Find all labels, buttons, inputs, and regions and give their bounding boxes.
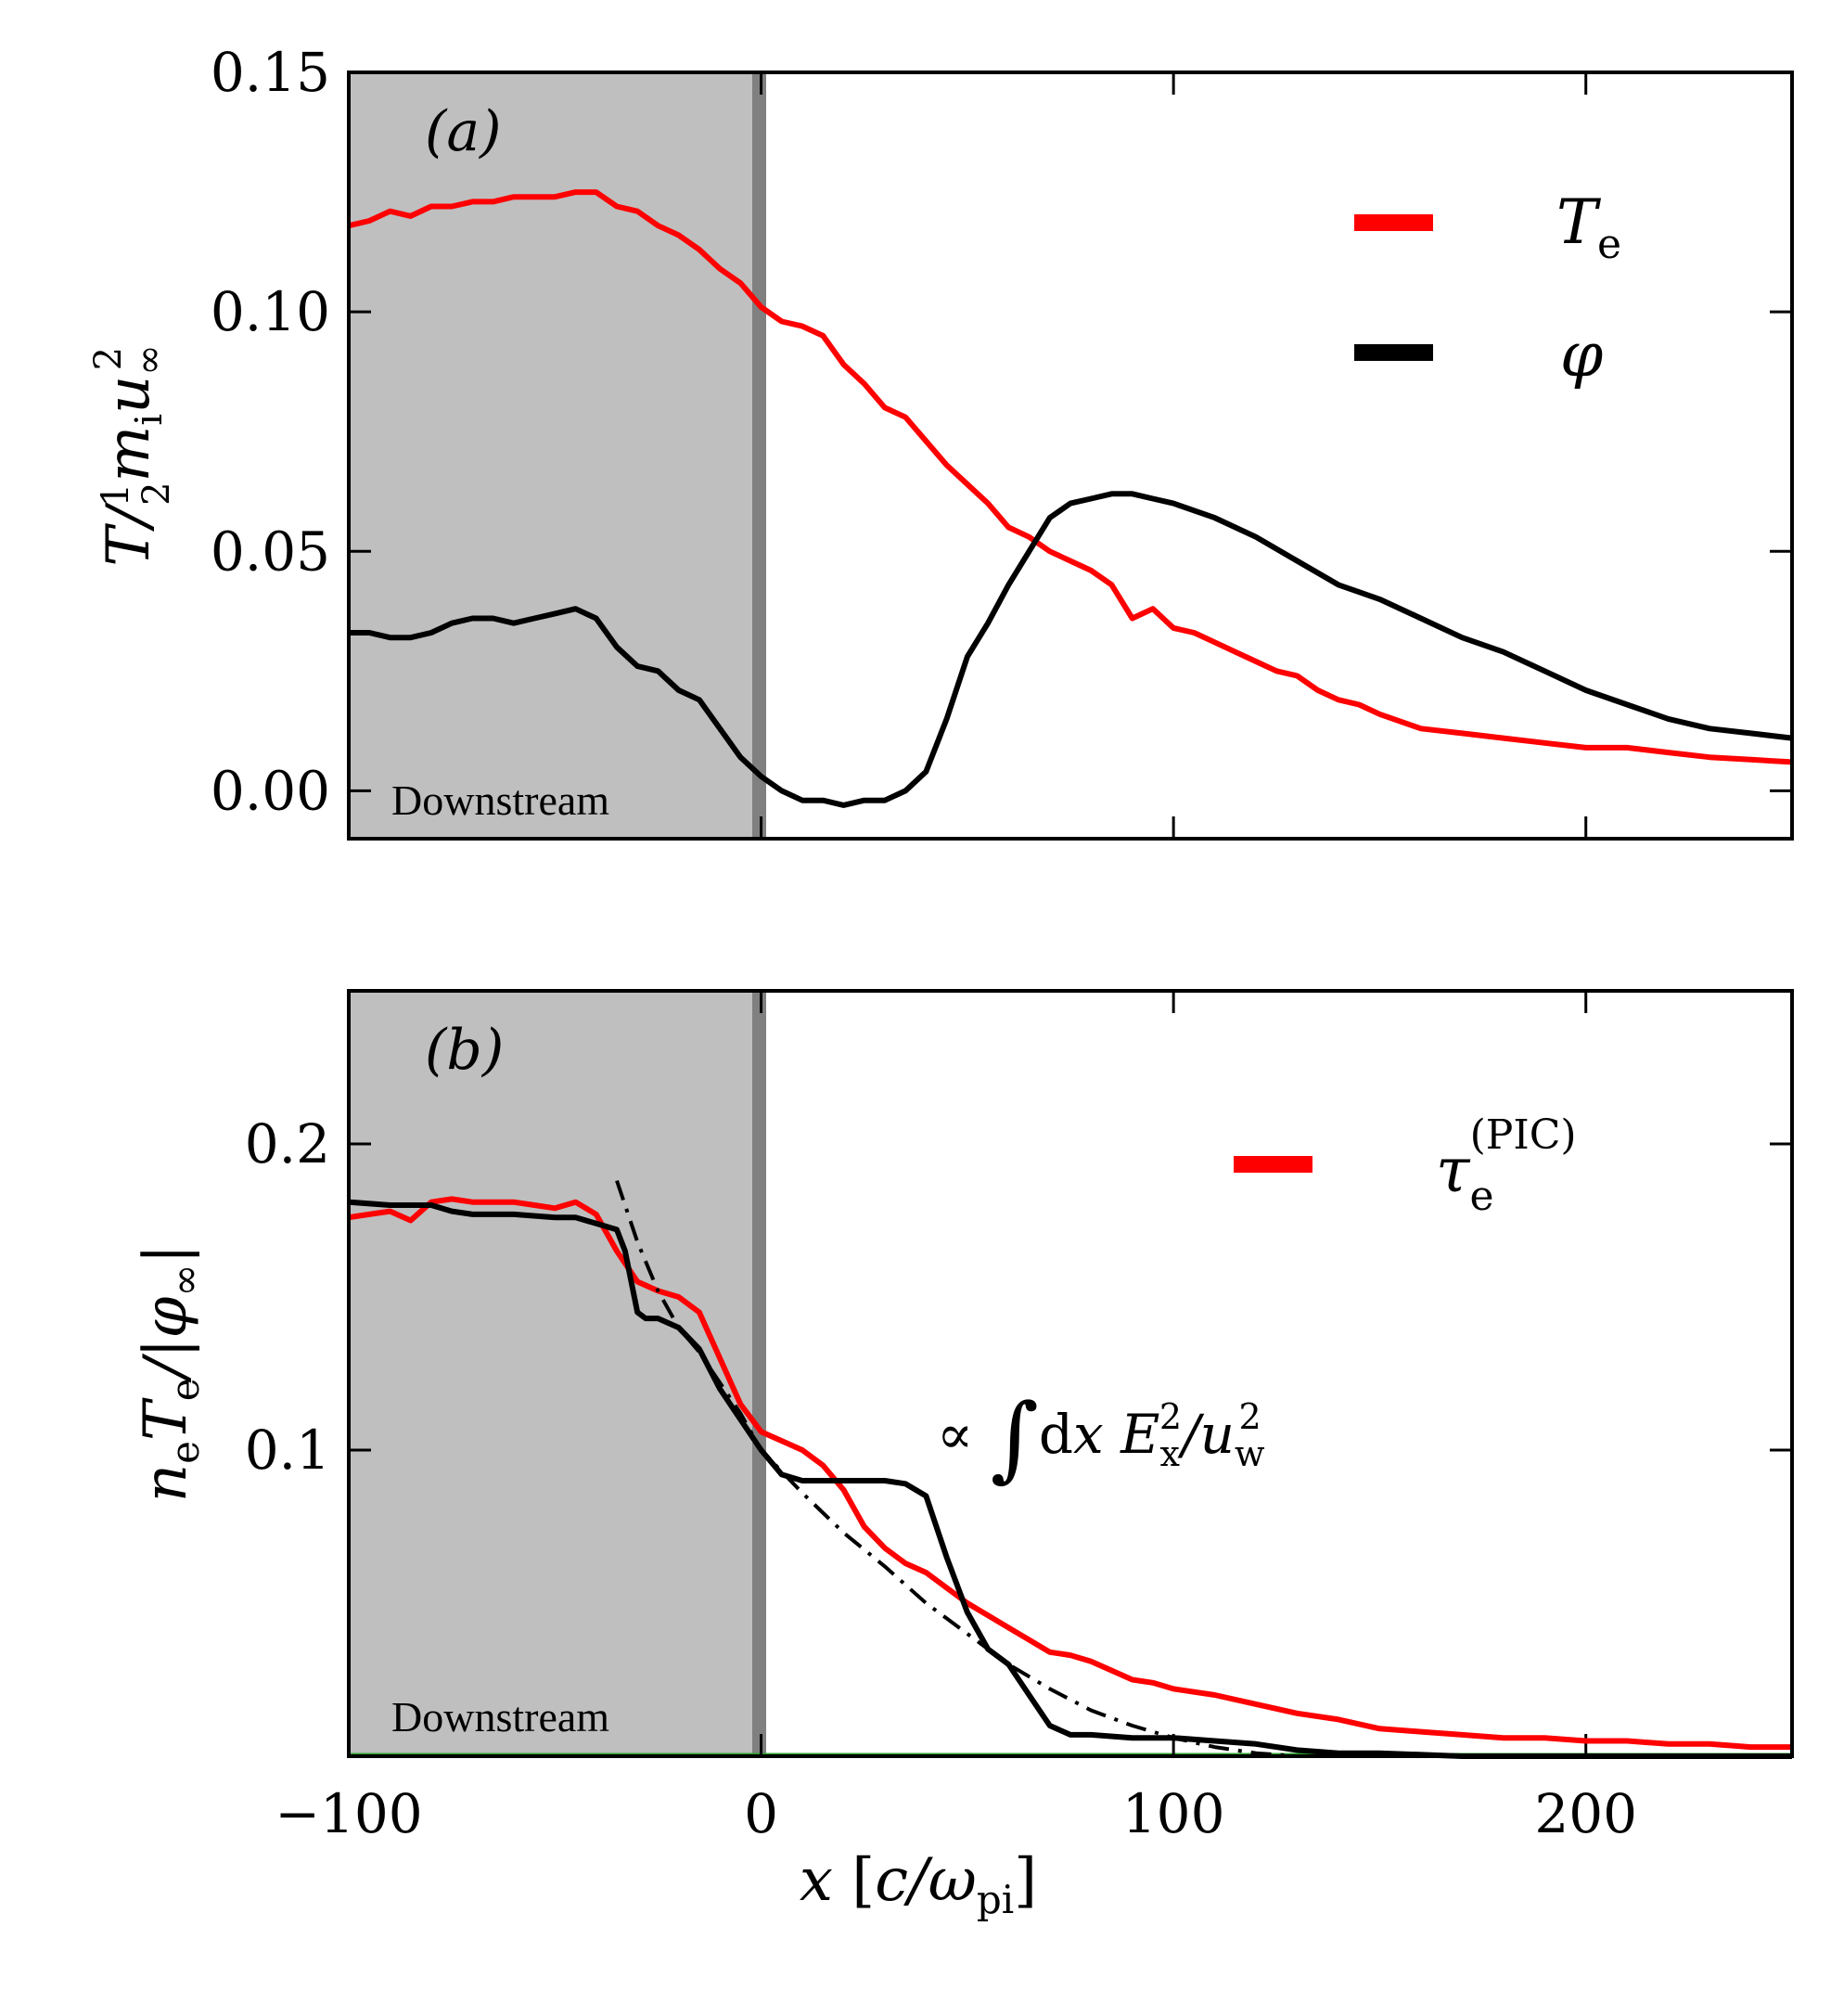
panel-a-series-line-1 bbox=[349, 491, 1793, 808]
panel-a-y-tick-label: 0.05 bbox=[211, 520, 330, 583]
panel-b-ylabel: neTe/|φ∞| bbox=[132, 1244, 208, 1502]
x-tick-label: 100 bbox=[1122, 1782, 1225, 1845]
panel-b-legend: τe(PIC) bbox=[1234, 1111, 1577, 1220]
panel-a-ylabel: T/12miu∞2 bbox=[87, 344, 178, 566]
panel-a-y-tick-label: 0.15 bbox=[211, 41, 330, 104]
panel-b-series-line-2 bbox=[615, 1179, 1298, 1758]
panel-a-ticks: 0.00 0.05 0.10 0.15 bbox=[211, 41, 1792, 839]
x-axis-label: x [c/ωpi] bbox=[800, 1846, 1037, 1922]
panel-b: −100 0 100 200 0.1 0.2 (b) Downstream neTe/|φ… bbox=[132, 989, 1794, 1922]
panel-b-tag: (b) bbox=[425, 1018, 504, 1083]
panel-a-region-label: Downstream bbox=[391, 777, 609, 824]
panel-a-downstream-shade bbox=[349, 72, 763, 839]
panel-a-y-tick-label: 0.00 bbox=[211, 759, 330, 822]
panel-b-ticks: −100 0 100 200 0.1 0.2 bbox=[245, 991, 1792, 1845]
panel-a-series bbox=[348, 189, 1793, 808]
panel-a: 0.00 0.05 0.10 0.15 (a) Downstream T/12miu∞… bbox=[87, 41, 1794, 841]
panel-b-series-line-0 bbox=[348, 1196, 1792, 1751]
panel-a-series-line-0 bbox=[348, 189, 1793, 765]
panel-a-y-tick-label: 0.10 bbox=[211, 280, 330, 343]
panel-b-region-label: Downstream bbox=[391, 1693, 609, 1740]
panel-a-tag: (a) bbox=[425, 99, 502, 164]
integral-annotation: ∝ ∫dx Ex2/uw2 bbox=[937, 1383, 1265, 1492]
panel-b-series bbox=[348, 1179, 1792, 1759]
panel-b-y-tick-label: 0.2 bbox=[245, 1112, 330, 1175]
x-tick-label: −100 bbox=[275, 1782, 422, 1845]
x-tick-label: 200 bbox=[1534, 1782, 1637, 1845]
legend-label-phi: φ bbox=[1560, 319, 1603, 391]
panel-b-downstream-shade bbox=[349, 991, 763, 1756]
panel-b-y-tick-label: 0.1 bbox=[245, 1419, 330, 1482]
x-tick-label: 0 bbox=[744, 1782, 778, 1845]
legend-label-te: Te bbox=[1556, 186, 1621, 268]
panel-a-frame bbox=[347, 71, 1794, 841]
panel-a-shock-band bbox=[752, 72, 766, 839]
panel-b-shock-band bbox=[752, 991, 766, 1756]
panel-a-legend: Te φ bbox=[1354, 186, 1621, 391]
panel-b-frame bbox=[347, 989, 1794, 1758]
panel-b-series-line-1 bbox=[348, 1199, 1792, 1759]
legend-label-tau: τe(PIC) bbox=[1436, 1111, 1577, 1220]
